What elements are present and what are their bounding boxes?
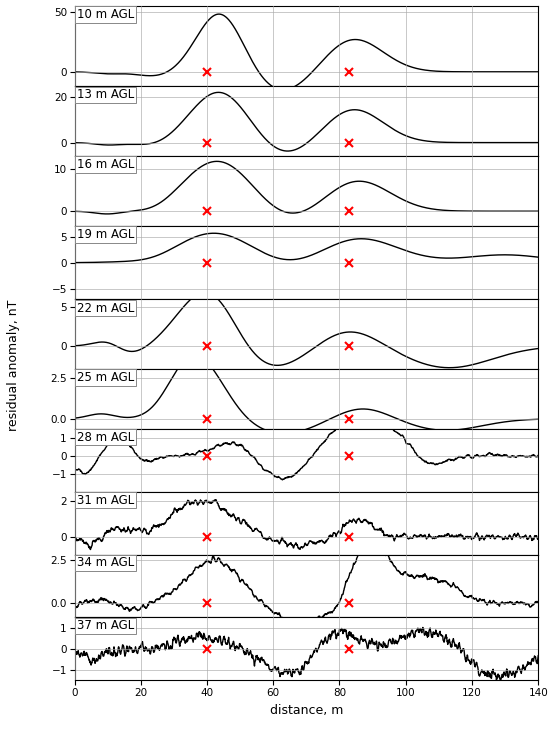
Text: 10 m AGL: 10 m AGL (77, 8, 134, 21)
X-axis label: distance, m: distance, m (270, 704, 343, 717)
Text: 25 m AGL: 25 m AGL (77, 371, 134, 384)
Text: 16 m AGL: 16 m AGL (77, 158, 134, 172)
Text: 37 m AGL: 37 m AGL (77, 619, 134, 632)
Text: 13 m AGL: 13 m AGL (77, 88, 134, 101)
Text: residual anomaly, nT: residual anomaly, nT (7, 299, 20, 431)
Text: 28 m AGL: 28 m AGL (77, 431, 134, 444)
Text: 31 m AGL: 31 m AGL (77, 493, 134, 507)
Text: 22 m AGL: 22 m AGL (77, 301, 134, 315)
Text: 19 m AGL: 19 m AGL (77, 228, 134, 241)
Text: 34 m AGL: 34 m AGL (77, 556, 134, 569)
